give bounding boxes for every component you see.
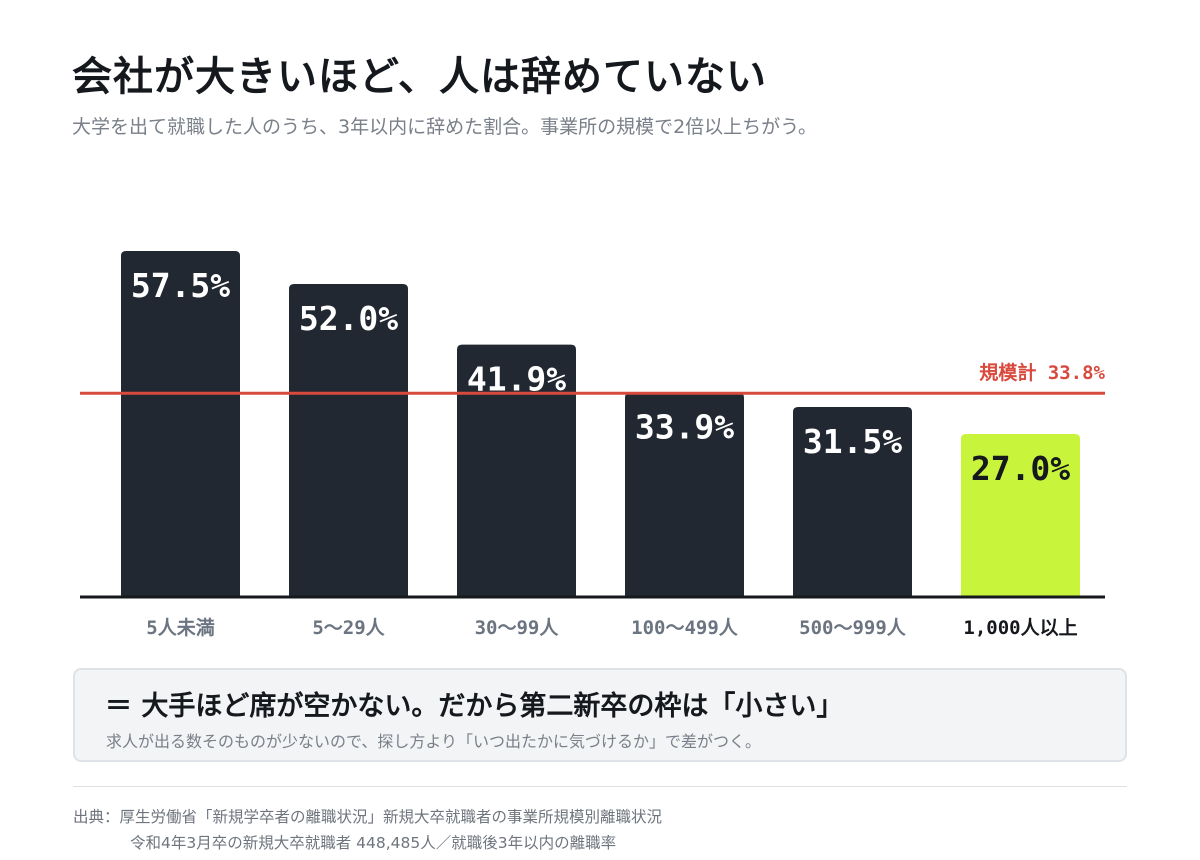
bar — [121, 251, 240, 596]
bar-value-label: 33.9% — [635, 408, 734, 447]
bar-value-label: 27.0% — [971, 449, 1070, 488]
page-subtitle: 大学を出て就職した人のうち、3年以内に辞めた割合。事業所の規模で2倍以上ちがう。 — [72, 116, 818, 138]
bar-chart: 57.5%5人未満52.0%5〜29人41.9%30〜99人33.9%100〜4… — [80, 251, 1106, 639]
bar — [961, 434, 1080, 596]
source-line-2: 令和4年3月卒の新規大卒就職者 448,485人／就職後3年以内の離職率 — [130, 834, 617, 852]
callout-headline: ＝ 大手ほど席が空かない。だから第二新卒の枠は「小さい」 — [105, 691, 844, 722]
bar — [289, 284, 408, 596]
category-label: 5〜29人 — [312, 617, 385, 639]
bar — [457, 344, 576, 596]
source-note: 出典：厚生労働省「新規学卒者の離職状況」新規大卒就職者の事業所規模別離職状況 令… — [73, 804, 662, 856]
source-line-1: 出典：厚生労働省「新規学卒者の離職状況」新規大卒就職者の事業所規模別離職状況 — [73, 808, 663, 826]
callout-box: ＝ 大手ほど席が空かない。だから第二新卒の枠は「小さい」 求人が出る数そのものが… — [73, 668, 1127, 762]
category-label: 5人未満 — [146, 616, 214, 639]
category-label: 1,000人以上 — [963, 617, 1077, 639]
bar-value-label: 57.5% — [131, 266, 230, 305]
footer-divider — [73, 786, 1127, 787]
reference-label: 規模計 33.8% — [979, 361, 1105, 384]
category-label: 30〜99人 — [475, 617, 560, 639]
bar — [625, 392, 744, 596]
category-label: 100〜499人 — [631, 617, 739, 639]
page-title: 会社が大きいほど、人は辞めていない — [72, 54, 767, 100]
category-label: 500〜999人 — [799, 617, 907, 639]
bar-value-label: 52.0% — [299, 299, 398, 338]
callout-body: 求人が出る数そのものが少ないので、探し方より「いつ出たかに気づけるか」で差がつく… — [106, 732, 762, 751]
bar — [793, 407, 912, 596]
bar-value-label: 31.5% — [803, 422, 902, 461]
